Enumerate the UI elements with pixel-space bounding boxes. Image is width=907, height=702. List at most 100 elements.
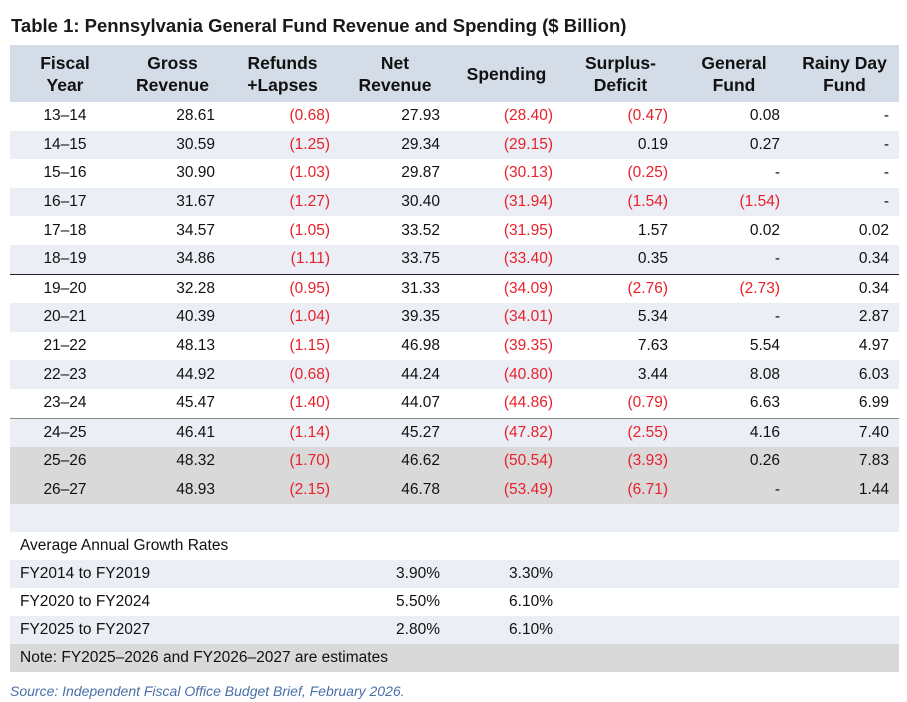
table-row: 18–19 34.86 (1.11) 33.75 (33.40) 0.35-0.34 — [10, 244, 899, 275]
table-row: 26–27 48.93 (2.15) 46.78 (53.49) (6.71) -1.44 — [10, 475, 899, 505]
header-general-fund: General Fund — [678, 45, 790, 102]
cell-spending: (34.01) — [450, 303, 563, 332]
header-gross-revenue: Gross Revenue — [120, 45, 225, 102]
cell-fy: 20–21 — [10, 303, 120, 332]
table-row: 22–23 44.92 (0.68) 44.24 (40.80) 3.44 8.08 6.03 — [10, 360, 899, 389]
cell-rainy: - — [790, 187, 899, 217]
growth-heading-row: Average Annual Growth Rates — [10, 532, 899, 561]
cell-spending: (47.82) — [450, 417, 563, 448]
cell-surplus: (2.55) — [563, 417, 678, 448]
cell-fy: 16–17 — [10, 187, 120, 217]
cell-refunds: (1.15) — [225, 331, 340, 361]
growth-spending: 6.10% — [450, 588, 563, 617]
cell-surplus: 7.63 — [563, 331, 678, 361]
cell-gross: 44.92 — [120, 360, 225, 389]
growth-label: FY2025 to FY2027 — [10, 616, 340, 645]
growth-net: 3.90% — [340, 560, 450, 589]
cell-spending: (44.86) — [450, 388, 563, 419]
growth-label: FY2020 to FY2024 — [10, 588, 340, 617]
cell-gross: 46.41 — [120, 417, 225, 448]
cell-gross: 30.90 — [120, 159, 225, 188]
cell-refunds: (1.70) — [225, 447, 340, 476]
table-row: 23–24 45.47 (1.40) 44.07 (44.86) (0.79) 6.63 6.… — [10, 388, 899, 419]
cell-gross: 34.86 — [120, 244, 225, 275]
cell-fy: 26–27 — [10, 475, 120, 505]
cell-general: (2.73) — [678, 273, 790, 304]
cell-fy: 22–23 — [10, 360, 120, 389]
table-row: 13–14 28.61 (0.68) 27.93 (28.40) (0.47) 0.08- — [10, 102, 899, 131]
cell-spending: (53.49) — [450, 475, 563, 505]
cell-surplus: 0.35 — [563, 244, 678, 275]
cell-surplus: (6.71) — [563, 475, 678, 505]
cell-gross: 48.93 — [120, 475, 225, 505]
cell-spending: (29.15) — [450, 130, 563, 160]
cell-rainy: - — [790, 159, 899, 188]
cell-net: 29.87 — [340, 159, 450, 188]
cell-refunds: (1.05) — [225, 216, 340, 245]
cell-gross: 34.57 — [120, 216, 225, 245]
cell-spending: (40.80) — [450, 360, 563, 389]
cell-rainy: 0.34 — [790, 273, 899, 304]
cell-spending: (39.35) — [450, 331, 563, 361]
cell-surplus: (0.25) — [563, 159, 678, 188]
cell-gross: 30.59 — [120, 130, 225, 160]
cell-general: 6.63 — [678, 388, 790, 419]
cell-fy: 24–25 — [10, 417, 120, 448]
cell-rainy: 2.87 — [790, 303, 899, 332]
growth-net: 2.80% — [340, 616, 450, 645]
header-fiscal-year: Fiscal Year — [10, 45, 120, 102]
cell-refunds: (1.27) — [225, 187, 340, 217]
cell-net: 44.24 — [340, 360, 450, 389]
cell-fy: 23–24 — [10, 388, 120, 419]
cell-refunds: (1.11) — [225, 244, 340, 275]
cell-surplus: 3.44 — [563, 360, 678, 389]
cell-net: 45.27 — [340, 417, 450, 448]
header-spending: Spending — [450, 45, 563, 102]
header-rainy-day-fund: Rainy Day Fund — [790, 45, 899, 102]
cell-refunds: (1.03) — [225, 159, 340, 188]
cell-fy: 15–16 — [10, 159, 120, 188]
cell-spending: (34.09) — [450, 273, 563, 304]
cell-fy: 14–15 — [10, 130, 120, 160]
cell-surplus: (0.47) — [563, 102, 678, 131]
data-rows: 13–14 28.61 (0.68) 27.93 (28.40) (0.47) 0.08-1… — [10, 102, 899, 505]
cell-rainy: 0.02 — [790, 216, 899, 245]
cell-rainy: 1.44 — [790, 475, 899, 505]
table-row: 20–21 40.39 (1.04) 39.35 (34.01) 5.34-2.87 — [10, 303, 899, 332]
cell-net: 29.34 — [340, 130, 450, 160]
cell-gross: 48.32 — [120, 447, 225, 476]
cell-rainy: 0.34 — [790, 244, 899, 275]
table-row: 21–22 48.13 (1.15) 46.98 (39.35) 7.63 5.54 4.97 — [10, 331, 899, 361]
cell-net: 30.40 — [340, 187, 450, 217]
revenue-spending-table: Fiscal Year Gross Revenue Refunds +Lapses N… — [10, 45, 899, 673]
cell-general: 0.08 — [678, 102, 790, 131]
table-row: 15–16 30.90 (1.03) 29.87 (30.13) (0.25) - - — [10, 159, 899, 188]
cell-net: 46.62 — [340, 447, 450, 476]
cell-surplus: 0.19 — [563, 130, 678, 160]
table-title: Table 1: Pennsylvania General Fund Reven… — [11, 15, 627, 36]
cell-surplus: (3.93) — [563, 447, 678, 476]
header-row: Fiscal Year Gross Revenue Refunds +Lapses N… — [10, 45, 899, 102]
cell-rainy: - — [790, 102, 899, 131]
growth-row: FY2020 to FY2024 5.50% 6.10% — [10, 588, 899, 617]
cell-refunds: (0.68) — [225, 102, 340, 131]
estimates-note: Note: FY2025–2026 and FY2026–2027 are es… — [10, 644, 899, 673]
header-net-revenue: Net Revenue — [340, 45, 450, 102]
cell-gross: 32.28 — [120, 273, 225, 304]
growth-row: FY2014 to FY2019 3.90% 3.30% — [10, 560, 899, 589]
cell-rainy: 7.40 — [790, 417, 899, 448]
growth-row: FY2025 to FY2027 2.80% 6.10% — [10, 616, 899, 645]
cell-gross: 31.67 — [120, 187, 225, 217]
cell-spending: (33.40) — [450, 244, 563, 275]
cell-rainy: - — [790, 130, 899, 160]
cell-gross: 28.61 — [120, 102, 225, 131]
growth-heading: Average Annual Growth Rates — [10, 532, 899, 561]
cell-rainy: 6.03 — [790, 360, 899, 389]
note-row: Note: FY2025–2026 and FY2026–2027 are es… — [10, 644, 899, 673]
cell-general: 0.02 — [678, 216, 790, 245]
cell-general: 0.27 — [678, 130, 790, 160]
header-refunds-lapses: Refunds +Lapses — [225, 45, 340, 102]
cell-net: 33.75 — [340, 244, 450, 275]
cell-gross: 48.13 — [120, 331, 225, 361]
cell-net: 31.33 — [340, 273, 450, 304]
